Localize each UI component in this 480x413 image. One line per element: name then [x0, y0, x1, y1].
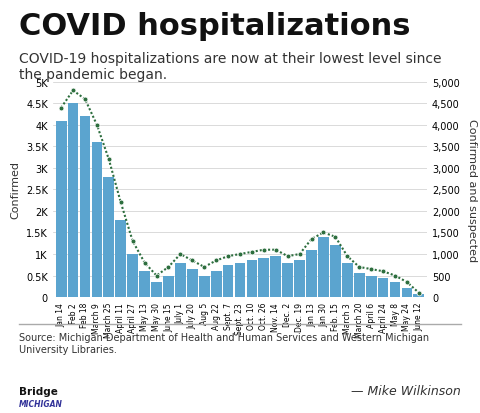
Point — [332, 234, 339, 240]
Point — [296, 251, 303, 258]
Text: COVID hospitalizations: COVID hospitalizations — [19, 12, 411, 41]
Bar — [223, 265, 233, 297]
Bar — [163, 276, 174, 297]
Point — [212, 258, 220, 264]
Point — [81, 97, 89, 103]
Bar — [175, 263, 186, 297]
Bar — [259, 259, 269, 297]
Point — [153, 273, 160, 279]
Bar — [92, 143, 102, 297]
Point — [320, 230, 327, 236]
Bar — [56, 121, 67, 297]
Text: — Mike Wilkinson: — Mike Wilkinson — [351, 384, 461, 397]
Text: Source: Michigan Department of Health and Human Services and Western Michigan
Un: Source: Michigan Department of Health an… — [19, 332, 429, 354]
Point — [248, 249, 256, 256]
Point — [379, 268, 387, 275]
Point — [117, 199, 125, 206]
Y-axis label: Confirmed: Confirmed — [11, 161, 21, 219]
Point — [308, 236, 315, 243]
Bar — [247, 261, 257, 297]
Point — [189, 258, 196, 264]
Point — [260, 247, 268, 254]
Point — [284, 253, 291, 260]
Bar — [187, 269, 198, 297]
Point — [344, 253, 351, 260]
Point — [403, 279, 411, 286]
Point — [129, 238, 136, 245]
Bar — [199, 276, 210, 297]
Bar — [127, 254, 138, 297]
Bar — [282, 263, 293, 297]
Point — [105, 157, 113, 163]
Bar — [139, 272, 150, 297]
Bar — [104, 177, 114, 297]
Point — [236, 251, 244, 258]
Bar — [330, 246, 341, 297]
Bar — [366, 276, 376, 297]
Point — [272, 247, 280, 254]
Bar — [235, 263, 245, 297]
Point — [141, 260, 148, 266]
Bar — [270, 256, 281, 297]
Point — [165, 264, 172, 271]
Bar — [80, 117, 90, 297]
Bar — [318, 237, 329, 297]
Point — [391, 273, 399, 279]
Point — [367, 266, 375, 273]
Bar — [378, 278, 388, 297]
Point — [224, 253, 232, 260]
Point — [57, 105, 65, 112]
Bar — [306, 250, 317, 297]
Bar — [390, 282, 400, 297]
Bar — [115, 220, 126, 297]
Bar — [413, 295, 424, 297]
Text: Bridge: Bridge — [19, 386, 58, 396]
Text: MICHIGAN: MICHIGAN — [19, 399, 63, 408]
Bar — [151, 282, 162, 297]
Point — [93, 122, 101, 129]
Bar — [294, 261, 305, 297]
Point — [200, 264, 208, 271]
Point — [355, 264, 363, 271]
Bar — [68, 104, 78, 297]
Point — [415, 290, 423, 297]
Text: COVID-19 hospitalizations are now at their lowest level since
the pandemic began: COVID-19 hospitalizations are now at the… — [19, 52, 442, 82]
Bar — [211, 272, 221, 297]
Point — [69, 88, 77, 95]
Bar — [354, 274, 365, 297]
Point — [177, 251, 184, 258]
Bar — [402, 289, 412, 297]
Y-axis label: Confirmed and suspected: Confirmed and suspected — [467, 119, 477, 261]
Bar — [342, 263, 353, 297]
